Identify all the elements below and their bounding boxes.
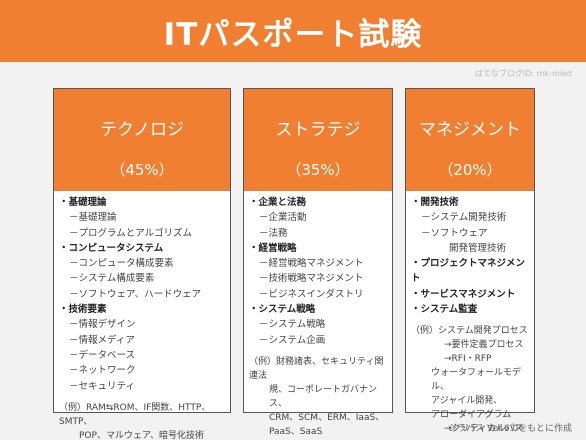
column-header: マネジメント （20%）	[406, 89, 534, 191]
category-label: 企業と法務	[249, 195, 392, 210]
subcategory: プログラムとアルゴリズム	[59, 226, 230, 241]
subcategory: 情報デザイン	[59, 317, 230, 332]
category-label: プロジェクトマネジメント	[411, 256, 534, 287]
category-label: システム監査	[411, 302, 534, 317]
subcategory: ビジネスインダストリ	[249, 287, 392, 302]
example-line: （例）RAM⇆ROM、IF関数、HTTP、SMTP、	[59, 402, 211, 427]
column-technology: テクノロジ （45%） 基礎理論 基礎理論 プログラムとアルゴリズム コンピュー…	[53, 88, 231, 440]
column-management: マネジメント （20%） 開発技術 システム開発技術 ソフトウェア 開発管理技術…	[405, 88, 535, 434]
subcategory: ソフトウェア	[411, 226, 534, 241]
example-line: →要件定義プロセス	[444, 340, 524, 351]
column-name: マネジメント	[419, 120, 521, 140]
example-line: CRM、SCM、ERM、IaaS、	[269, 412, 385, 423]
category-label: 技術要素	[59, 302, 230, 317]
category-label: 開発技術	[411, 195, 534, 210]
category-label: サービスマネジメント	[411, 287, 534, 302]
category-label: システム戦略	[249, 302, 392, 317]
subcategory: 経営戦略マネジメント	[249, 256, 392, 271]
column-body: 基礎理論 基礎理論 プログラムとアルゴリズム コンピュータシステム コンピュータ…	[54, 191, 230, 440]
column-percent: （20%）	[438, 161, 502, 179]
subcategory: システム開発技術	[411, 210, 534, 225]
example-line: →クリティカルパス	[444, 424, 524, 435]
subcategory: コンピュータ構成要素	[59, 256, 230, 271]
subcategory: システム構成要素	[59, 271, 230, 286]
example-line: （例）システム開発プロセス	[411, 326, 528, 337]
subcategory: 基礎理論	[59, 210, 230, 225]
subcategory: データベース	[59, 348, 230, 363]
category-label: 基礎理論	[59, 195, 230, 210]
subcategory-continuation: 開発管理技術	[449, 242, 507, 254]
column-name: ストラテジ	[275, 120, 361, 140]
column-strategy: ストラテジ （35%） 企業と法務 企業活動 法務 経営戦略 経営戦略マネジメン…	[243, 88, 393, 437]
column-percent: （35%）	[286, 161, 350, 179]
example-line: POP、マルウェア、暗号化技術	[79, 430, 205, 440]
column-header: テクノロジ （45%）	[54, 89, 230, 191]
example-line: （例）財務諸表、セキュリティ関連法	[249, 356, 384, 381]
subcategory: ネットワーク	[59, 363, 230, 378]
source-footer: シラバス Ver.6.0をもとに作成	[448, 424, 572, 434]
example-line: ウォータフォールモデル、	[431, 368, 522, 393]
blog-credit: はてなブログID: mk-mied	[474, 69, 572, 78]
column-body: 開発技術 システム開発技術 ソフトウェア 開発管理技術 プロジェクトマネジメント…	[406, 191, 534, 436]
subcategory: 法務	[249, 226, 392, 241]
subcategory: 技術戦略マネジメント	[249, 271, 392, 286]
category-label: コンピュータシステム	[59, 241, 230, 256]
column-header: ストラテジ （35%）	[244, 89, 392, 191]
example-note: （例）RAM⇆ROM、IF関数、HTTP、SMTP、 POP、マルウェア、暗号化…	[59, 401, 230, 440]
subcategory: システム戦略	[249, 317, 392, 332]
example-line: PaaS、SaaS	[269, 426, 323, 437]
subcategory: 情報メディア	[59, 333, 230, 348]
subcategory: システム企画	[249, 333, 392, 348]
subcategory: セキュリティ	[59, 379, 230, 394]
example-line: アジャイル開発、	[431, 396, 503, 407]
example-note: （例）財務諸表、セキュリティ関連法 規、コーポレートガバナンス、 CRM、SCM…	[249, 355, 392, 439]
category-label: 経営戦略	[249, 241, 392, 256]
column-percent: （45%）	[110, 161, 174, 179]
subcategory: ソフトウェア、ハードウェア	[59, 287, 230, 302]
page-title: ITパスポート試験	[163, 16, 423, 53]
column-name: テクノロジ	[100, 120, 184, 140]
subcategory: 企業活動	[249, 210, 392, 225]
example-line: アローダイアグラム	[431, 410, 512, 421]
example-note: （例）システム開発プロセス →要件定義プロセス →RFI・RFP ウォータフォー…	[411, 324, 534, 436]
example-line: →RFI・RFP	[444, 354, 492, 365]
example-line: 規、コーポレートガバナンス、	[269, 384, 378, 409]
column-body: 企業と法務 企業活動 法務 経営戦略 経営戦略マネジメント 技術戦略マネジメント…	[244, 191, 392, 439]
header-banner: ITパスポート試験	[0, 0, 586, 62]
